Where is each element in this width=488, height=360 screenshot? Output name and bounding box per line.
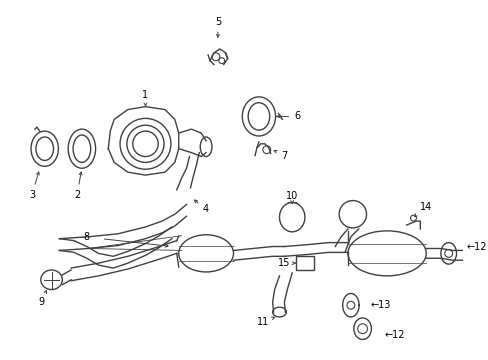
Text: 9: 9 <box>39 291 46 307</box>
Text: 3: 3 <box>29 172 39 200</box>
Text: 15: 15 <box>277 258 290 268</box>
Text: 11: 11 <box>256 317 274 327</box>
Text: 4: 4 <box>194 200 209 214</box>
Text: 1: 1 <box>142 90 148 106</box>
Text: ←13: ←13 <box>370 300 390 310</box>
Text: 8: 8 <box>83 232 90 242</box>
Text: ←12: ←12 <box>466 242 486 252</box>
Text: 10: 10 <box>285 191 298 204</box>
Bar <box>296 256 313 270</box>
Text: 2: 2 <box>74 172 82 200</box>
Text: 7: 7 <box>274 150 287 161</box>
Text: 5: 5 <box>214 17 221 37</box>
Text: 6: 6 <box>277 111 300 121</box>
Text: ←12: ←12 <box>384 329 404 339</box>
Text: 14: 14 <box>413 202 431 216</box>
